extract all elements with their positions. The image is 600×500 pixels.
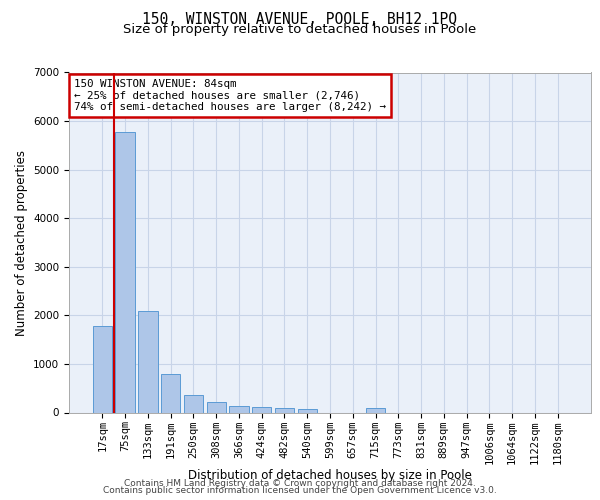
Bar <box>115 132 135 412</box>
Text: Contains HM Land Registry data © Crown copyright and database right 2024.: Contains HM Land Registry data © Crown c… <box>124 478 476 488</box>
Bar <box>275 408 294 412</box>
Bar <box>252 407 271 412</box>
Y-axis label: Number of detached properties: Number of detached properties <box>14 150 28 336</box>
Text: 150 WINSTON AVENUE: 84sqm
← 25% of detached houses are smaller (2,746)
74% of se: 150 WINSTON AVENUE: 84sqm ← 25% of detac… <box>74 80 386 112</box>
Text: Size of property relative to detached houses in Poole: Size of property relative to detached ho… <box>124 22 476 36</box>
Bar <box>229 406 248 412</box>
Bar <box>298 408 317 412</box>
Bar <box>161 374 181 412</box>
Bar <box>184 395 203 412</box>
Text: 150, WINSTON AVENUE, POOLE, BH12 1PQ: 150, WINSTON AVENUE, POOLE, BH12 1PQ <box>143 12 458 28</box>
Bar <box>206 402 226 412</box>
Bar <box>366 408 385 412</box>
Bar <box>138 312 158 412</box>
Bar <box>93 326 112 412</box>
X-axis label: Distribution of detached houses by size in Poole: Distribution of detached houses by size … <box>188 470 472 482</box>
Text: Contains public sector information licensed under the Open Government Licence v3: Contains public sector information licen… <box>103 486 497 495</box>
